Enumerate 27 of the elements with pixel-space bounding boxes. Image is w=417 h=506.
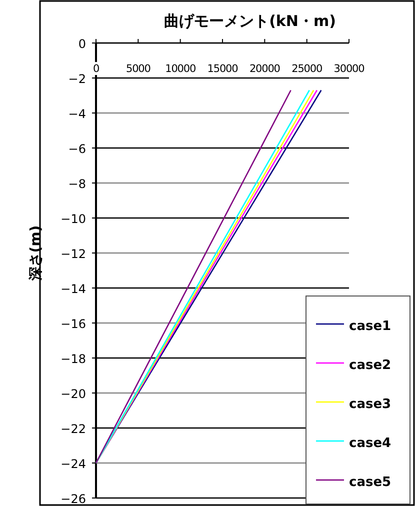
y-tick-label: −8 — [68, 177, 86, 191]
y-tick-label: 0 — [78, 37, 86, 51]
y-tick-label: −26 — [60, 492, 86, 506]
x-tick-label: 15000 — [207, 63, 238, 75]
y-tick-label: −18 — [60, 352, 86, 366]
x-tick-label: 30000 — [334, 63, 364, 75]
y-tick-label: −14 — [60, 282, 86, 296]
y-tick-label: −24 — [60, 457, 86, 471]
legend-label: case3 — [349, 397, 392, 412]
y-tick-label: −16 — [60, 317, 86, 331]
x-tick-label: 0 — [92, 63, 100, 75]
x-tick-label: 20000 — [249, 63, 280, 75]
y-tick-label: −10 — [60, 212, 86, 226]
chart-title: 曲げモーメント(kN・m) — [164, 12, 336, 30]
x-tick-label: 10000 — [165, 63, 196, 75]
legend-label: case5 — [349, 475, 392, 490]
x-tick-label: 25000 — [292, 63, 322, 75]
legend-label: case2 — [349, 358, 392, 373]
y-tick-label: −4 — [68, 107, 86, 121]
y-tick-label: −22 — [60, 422, 86, 436]
y-tick-label: −12 — [60, 247, 86, 261]
x-tick-label: 5000 — [126, 63, 150, 75]
legend-label: case1 — [349, 319, 392, 334]
y-tick-label: −6 — [68, 142, 86, 156]
legend-label: case4 — [349, 436, 392, 451]
y-tick-label: −20 — [60, 387, 86, 401]
y-tick-label: −2 — [68, 72, 86, 86]
